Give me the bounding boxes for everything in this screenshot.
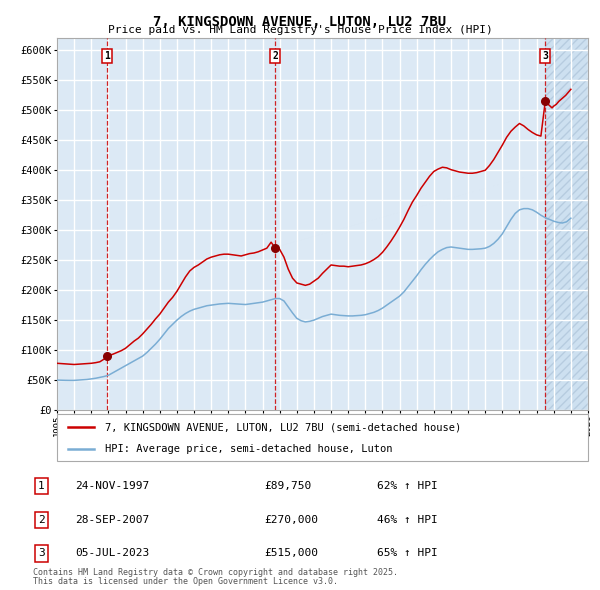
- Text: 7, KINGSDOWN AVENUE, LUTON, LU2 7BU (semi-detached house): 7, KINGSDOWN AVENUE, LUTON, LU2 7BU (sem…: [105, 422, 461, 432]
- FancyBboxPatch shape: [57, 414, 588, 461]
- Bar: [545, 38, 588, 410]
- Text: 46% ↑ HPI: 46% ↑ HPI: [377, 515, 437, 525]
- Text: 62% ↑ HPI: 62% ↑ HPI: [377, 481, 437, 491]
- Text: 2: 2: [38, 515, 44, 525]
- Text: £515,000: £515,000: [264, 548, 318, 558]
- Text: £89,750: £89,750: [264, 481, 311, 491]
- Text: 2: 2: [272, 51, 278, 61]
- Text: HPI: Average price, semi-detached house, Luton: HPI: Average price, semi-detached house,…: [105, 444, 392, 454]
- Text: Contains HM Land Registry data © Crown copyright and database right 2025.: Contains HM Land Registry data © Crown c…: [33, 568, 398, 577]
- Bar: [545, 38, 588, 410]
- Text: 24-NOV-1997: 24-NOV-1997: [75, 481, 149, 491]
- Text: 65% ↑ HPI: 65% ↑ HPI: [377, 548, 437, 558]
- Text: 1: 1: [38, 481, 44, 491]
- Text: 3: 3: [38, 548, 44, 558]
- Text: 3: 3: [542, 51, 548, 61]
- Text: 1: 1: [104, 51, 110, 61]
- Text: Price paid vs. HM Land Registry's House Price Index (HPI): Price paid vs. HM Land Registry's House …: [107, 25, 493, 35]
- Text: This data is licensed under the Open Government Licence v3.0.: This data is licensed under the Open Gov…: [33, 578, 338, 586]
- Text: £270,000: £270,000: [264, 515, 318, 525]
- Text: 28-SEP-2007: 28-SEP-2007: [75, 515, 149, 525]
- Text: 05-JUL-2023: 05-JUL-2023: [75, 548, 149, 558]
- Text: 7, KINGSDOWN AVENUE, LUTON, LU2 7BU: 7, KINGSDOWN AVENUE, LUTON, LU2 7BU: [154, 15, 446, 29]
